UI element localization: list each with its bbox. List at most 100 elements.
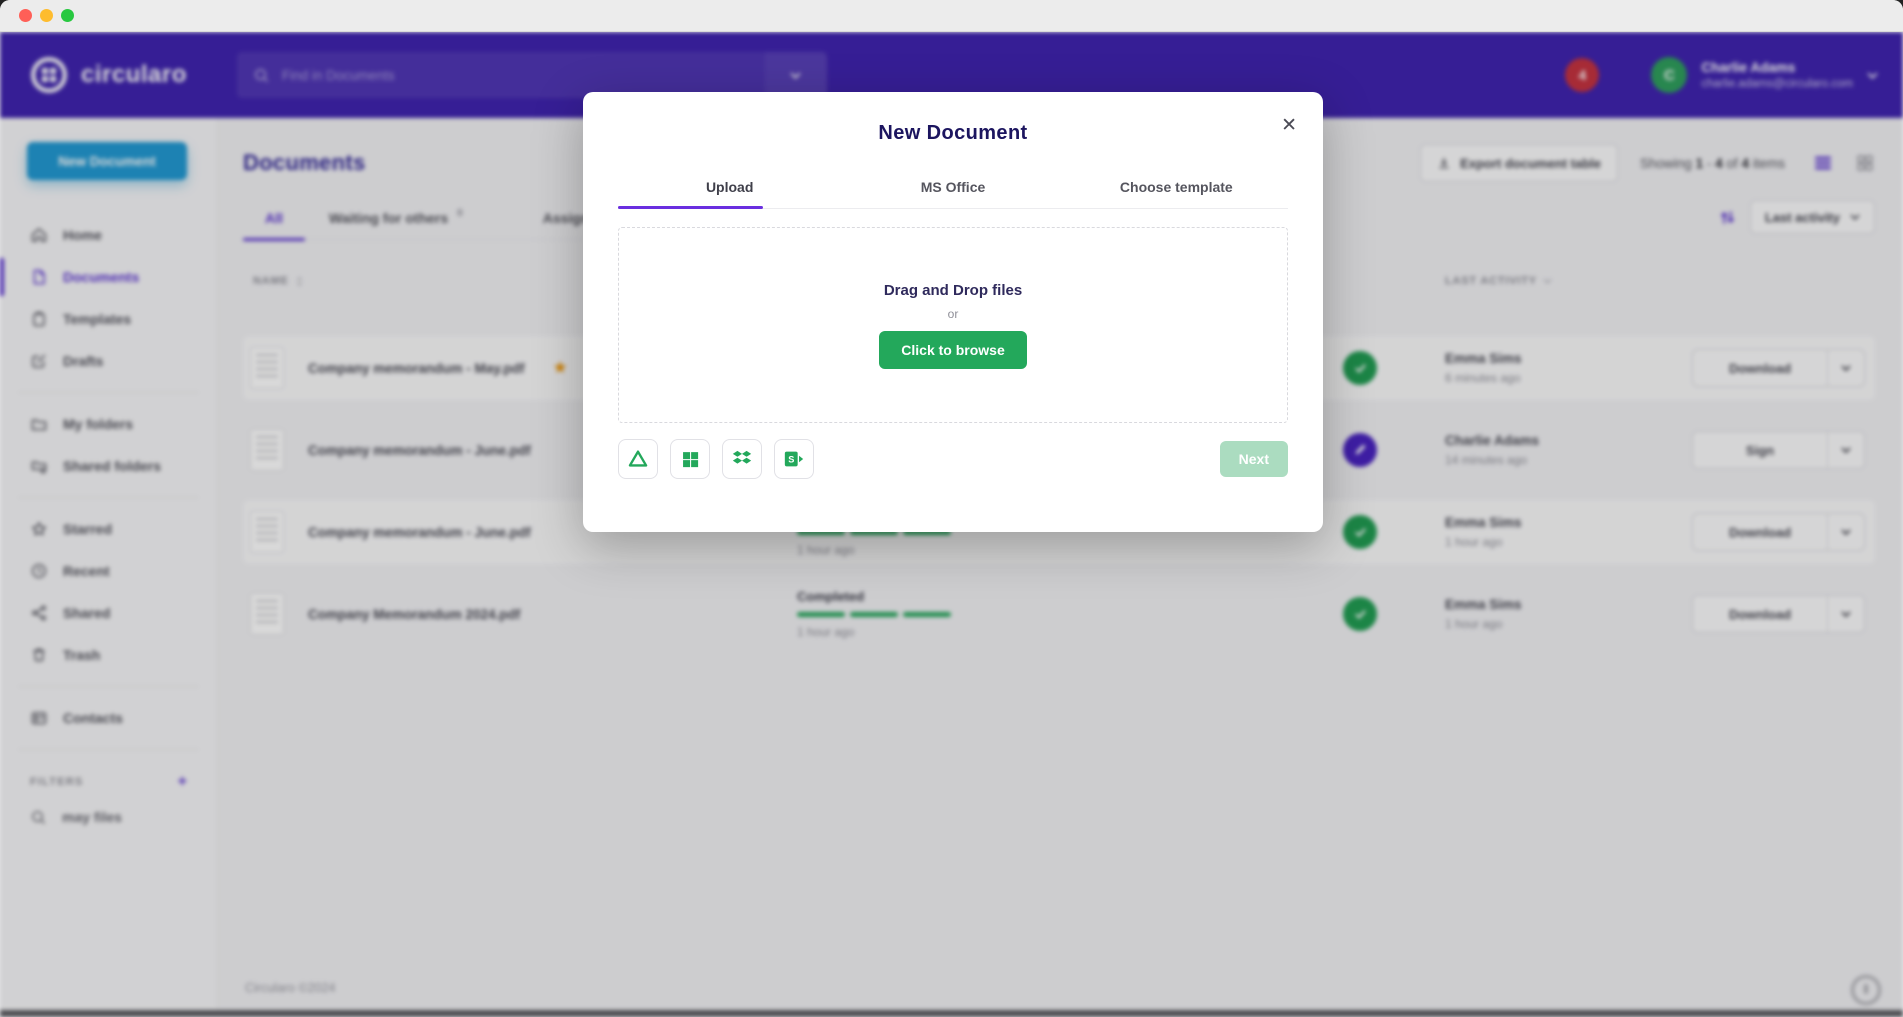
row-action-button: Download — [1692, 349, 1865, 387]
document-name: Company memorandum - June.pdf — [308, 442, 531, 458]
sidebar-item-documents[interactable]: Documents — [0, 256, 217, 298]
sidebar-item-label: My folders — [63, 416, 134, 432]
last-activity-cell: Emma Sims 1 hour ago — [1445, 597, 1522, 631]
document-icon — [33, 269, 45, 285]
row-action-button: Download — [1692, 595, 1865, 633]
sidebar-item-trash[interactable]: Trash — [0, 634, 217, 676]
row-action-menu[interactable] — [1828, 432, 1864, 468]
sign-button[interactable]: Sign — [1693, 432, 1828, 468]
next-button[interactable]: Next — [1219, 441, 1288, 477]
document-name: Company Memorandum 2024.pdf — [308, 606, 521, 622]
sidebar-item-starred[interactable]: Starred — [0, 508, 217, 550]
chevron-down-icon — [790, 72, 801, 79]
template-icon — [33, 311, 45, 327]
sort-direction-icon[interactable] — [1719, 209, 1736, 226]
filters-heading: FILTERS — [30, 776, 84, 788]
download-button[interactable]: Download — [1693, 350, 1828, 386]
user-name: Charlie Adams — [1701, 60, 1796, 75]
sidebar-item-contacts[interactable]: Contacts — [0, 697, 217, 739]
window-zoom-button[interactable] — [61, 9, 74, 22]
search-input[interactable] — [281, 67, 765, 83]
sidebar: New Document Home Documents Templates — [0, 118, 218, 1017]
column-header-last-activity[interactable]: LAST ACTIVITY — [1395, 275, 1680, 287]
sidebar-divider — [18, 392, 199, 393]
file-dropzone[interactable]: Drag and Drop files or Click to browse — [618, 227, 1288, 423]
search-icon — [254, 68, 269, 82]
last-activity-cell: Emma Sims 1 hour ago — [1445, 515, 1522, 549]
click-to-browse-button[interactable]: Click to browse — [879, 330, 1027, 369]
tab-choose-template[interactable]: Choose template — [1119, 179, 1233, 195]
chevron-down-icon — [1543, 278, 1552, 284]
sidebar-item-drafts[interactable]: Drafts — [0, 340, 217, 382]
download-button[interactable]: Download — [1693, 514, 1828, 550]
dropzone-or-text: or — [947, 306, 959, 321]
search-scope-dropdown[interactable] — [764, 52, 827, 98]
grid-view-toggle[interactable] — [1855, 153, 1875, 173]
document-thumbnail — [250, 511, 284, 553]
sidebar-divider — [18, 686, 199, 687]
avatar[interactable]: C — [1651, 57, 1688, 93]
list-view-toggle[interactable] — [1813, 153, 1833, 173]
user-email: charlie.adams@circularo.com — [1701, 78, 1853, 90]
row-action-menu[interactable] — [1828, 350, 1864, 386]
window-bottom-edge — [0, 1010, 1903, 1017]
row-action-button: Sign — [1692, 431, 1865, 469]
star-icon — [32, 522, 46, 536]
user-menu-caret[interactable] — [1867, 66, 1878, 84]
table-row[interactable]: Company memorandum - June.pdf — [243, 418, 1875, 482]
status-complete-icon — [1343, 515, 1377, 549]
onedrive-button[interactable] — [670, 439, 710, 479]
grid-view-icon — [1857, 155, 1873, 171]
sidebar-divider — [18, 749, 199, 750]
document-thumbnail — [250, 429, 284, 471]
download-button[interactable]: Download — [1693, 596, 1828, 632]
brand-name: circularo — [81, 61, 187, 88]
saved-filter-item[interactable]: may files — [0, 796, 217, 838]
notifications-badge[interactable]: 4 — [1565, 58, 1600, 92]
close-icon[interactable]: ✕ — [1281, 115, 1297, 136]
chevron-down-icon — [1841, 611, 1851, 617]
sort-arrows-icon — [296, 276, 302, 286]
global-search — [236, 52, 827, 98]
circularo-logo-icon — [31, 57, 67, 93]
saved-filter-label: may files — [62, 809, 122, 825]
table-row[interactable]: Company Memorandum 2024.pdf Completed 1 … — [243, 582, 1875, 646]
sidebar-item-shared[interactable]: Shared — [0, 592, 217, 634]
dropbox-button[interactable] — [722, 439, 762, 479]
sidebar-item-shared-folders[interactable]: Shared folders — [0, 445, 217, 487]
sharepoint-button[interactable]: S — [774, 439, 814, 479]
copyright-footer: Circularo ©2024 — [245, 981, 336, 995]
sidebar-item-label: Home — [63, 227, 102, 243]
window-minimize-button[interactable] — [40, 9, 53, 22]
last-activity-cell: Charlie Adams 14 minutes ago — [1445, 433, 1540, 467]
row-action-button: Download — [1692, 513, 1865, 551]
column-header-name[interactable]: NAME — [243, 275, 795, 287]
starred-icon[interactable]: ★ — [552, 358, 568, 377]
add-filter-button[interactable]: + — [177, 773, 187, 790]
row-action-menu[interactable] — [1828, 514, 1864, 550]
status-complete-icon — [1343, 351, 1377, 385]
results-count: Showing 1 - 4 of 4 items — [1640, 155, 1785, 171]
tab-upload[interactable]: Upload — [618, 179, 841, 209]
google-drive-button[interactable] — [618, 439, 658, 479]
search-icon — [32, 810, 46, 824]
user-info[interactable]: Charlie Adams charlie.adams@circularo.co… — [1701, 60, 1853, 90]
sidebar-item-recent[interactable]: Recent — [0, 550, 217, 592]
sidebar-item-templates[interactable]: Templates — [0, 298, 217, 340]
document-name: Company memorandum - May.pdf — [308, 360, 525, 376]
brand-logo[interactable]: circularo — [28, 54, 187, 96]
list-view-icon — [1815, 156, 1831, 170]
new-document-button[interactable]: New Document — [27, 142, 187, 180]
google-drive-icon — [628, 450, 648, 467]
tab-ms-office[interactable]: MS Office — [920, 179, 986, 195]
row-action-menu[interactable] — [1828, 596, 1864, 632]
window-close-button[interactable] — [19, 9, 32, 22]
chevron-down-icon — [1841, 447, 1851, 453]
tab-all[interactable]: All — [243, 196, 305, 241]
tab-waiting-for-others[interactable]: Waiting for others 0 — [328, 208, 463, 226]
export-document-table-button[interactable]: Export document table — [1420, 144, 1619, 182]
sidebar-item-my-folders[interactable]: My folders — [0, 403, 217, 445]
sort-by-dropdown[interactable]: Last activity — [1749, 200, 1875, 234]
sidebar-item-home[interactable]: Home — [0, 214, 217, 256]
